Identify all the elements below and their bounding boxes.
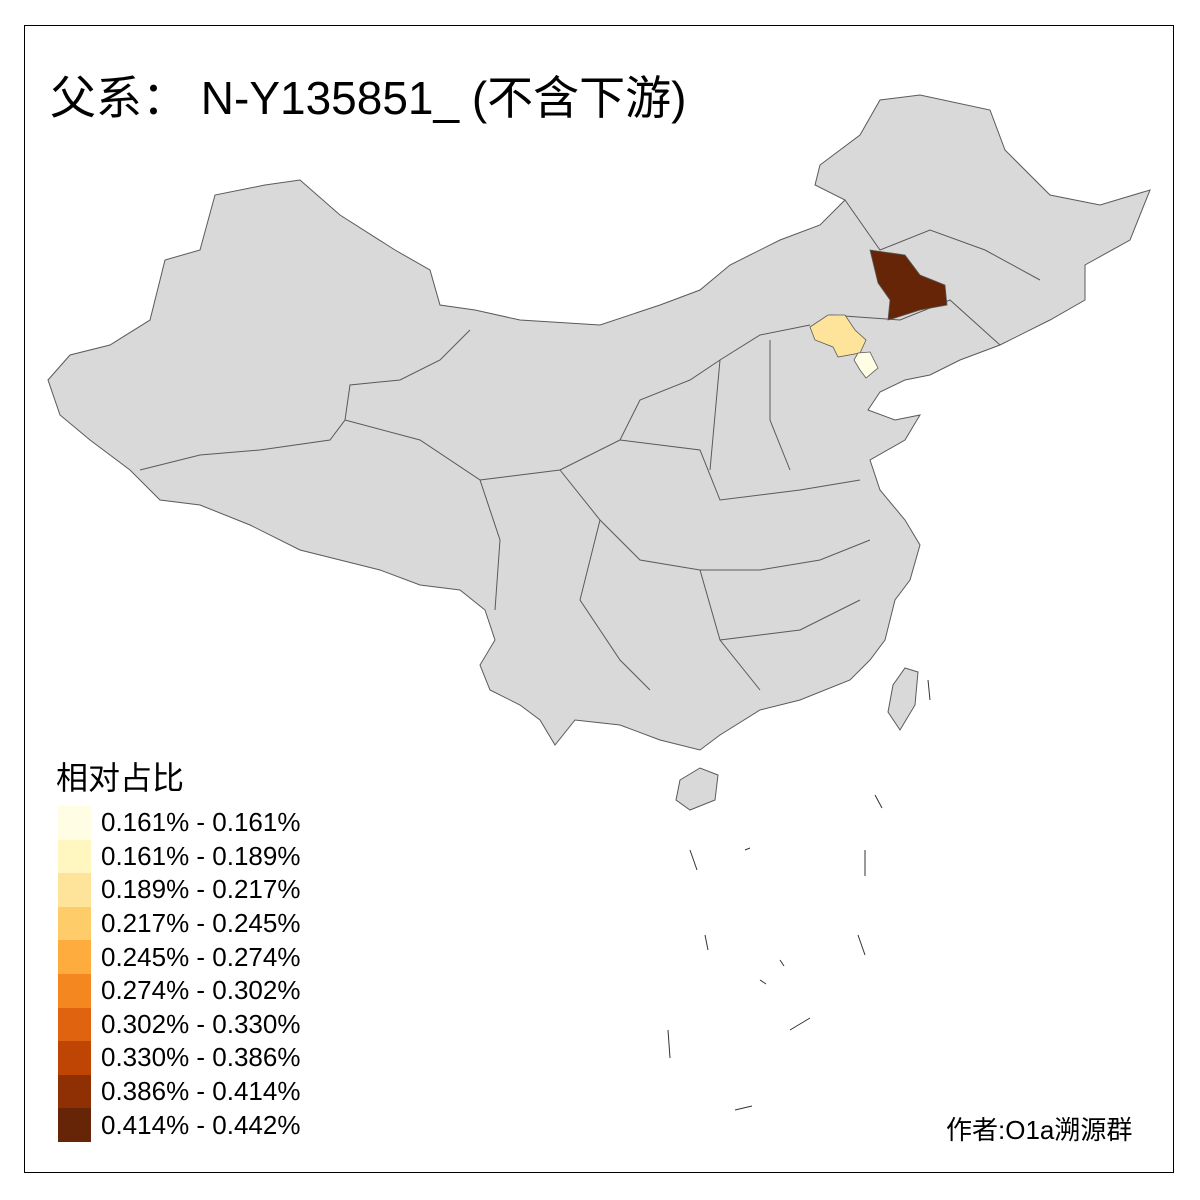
legend-swatch	[58, 1108, 91, 1142]
map-title: 父系： N-Y135851_ (不含下游)	[50, 72, 687, 124]
author-credit: 作者:O1a溯源群	[946, 1115, 1133, 1145]
legend-item: 0.302% - 0.330%	[58, 1007, 301, 1042]
taiwan	[887, 667, 919, 731]
region-class-1	[853, 351, 879, 379]
legend-item: 0.274% - 0.302%	[58, 973, 301, 1008]
region-class-10	[869, 249, 948, 321]
legend-swatch	[58, 1007, 91, 1042]
legend-swatch	[58, 940, 91, 974]
legend-item: 0.217% - 0.245%	[58, 906, 301, 941]
legend-label: 0.386% - 0.414%	[101, 1076, 301, 1107]
legend-label: 0.274% - 0.302%	[101, 975, 301, 1006]
legend-item: 0.245% - 0.274%	[58, 940, 300, 974]
legend-swatch	[58, 806, 91, 840]
legend-label: 0.217% - 0.245%	[101, 908, 301, 939]
legend: 0.161% - 0.161% 0.161% - 0.189% 0.189% - 0…	[58, 806, 300, 1142]
legend-label: 0.414% - 0.442%	[101, 1109, 301, 1140]
legend-label: 0.330% - 0.386%	[101, 1042, 301, 1073]
hainan	[675, 767, 719, 811]
legend-item: 0.161% - 0.189%	[58, 839, 301, 874]
legend-swatch	[58, 1074, 91, 1109]
legend-label: 0.189% - 0.217%	[101, 874, 301, 905]
south-china-sea-islands	[667, 679, 931, 1111]
legend-swatch	[58, 873, 91, 907]
legend-label: 0.245% - 0.274%	[101, 941, 301, 972]
legend-item: 0.386% - 0.414%	[58, 1074, 301, 1109]
legend-item: 0.189% - 0.217%	[58, 873, 300, 907]
province-borders	[139, 199, 1041, 691]
legend-swatch	[58, 973, 91, 1008]
legend-label: 0.161% - 0.161%	[101, 807, 301, 838]
legend-label: 0.302% - 0.330%	[101, 1008, 301, 1039]
china-mainland	[47, 94, 1151, 751]
legend-item: 0.161% - 0.161%	[58, 806, 300, 840]
legend-swatch	[58, 839, 91, 874]
legend-label: 0.161% - 0.189%	[101, 840, 301, 871]
legend-item: 0.414% - 0.442%	[58, 1108, 300, 1142]
legend-swatch	[58, 1041, 91, 1075]
region-class-3	[809, 314, 867, 358]
legend-swatch	[58, 906, 91, 941]
map-frame	[24, 25, 1174, 1173]
legend-item: 0.330% - 0.386%	[58, 1041, 300, 1075]
legend-title: 相对占比	[56, 760, 185, 796]
